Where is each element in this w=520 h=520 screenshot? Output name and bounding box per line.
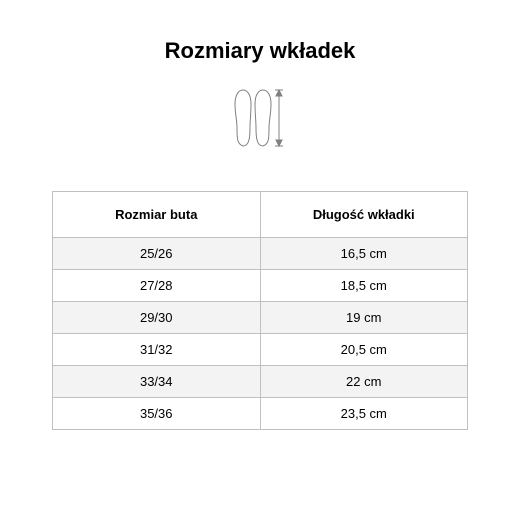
table-header-row: Rozmiar buta Długość wkładki	[53, 192, 468, 238]
cell-size: 27/28	[53, 270, 261, 302]
table-row: 27/28 18,5 cm	[53, 270, 468, 302]
table-row: 33/34 22 cm	[53, 366, 468, 398]
cell-size: 35/36	[53, 398, 261, 430]
cell-length: 22 cm	[260, 366, 468, 398]
size-table: Rozmiar buta Długość wkładki 25/26 16,5 …	[52, 191, 468, 430]
table-row: 25/26 16,5 cm	[53, 238, 468, 270]
cell-length: 19 cm	[260, 302, 468, 334]
table-row: 29/30 19 cm	[53, 302, 468, 334]
cell-length: 16,5 cm	[260, 238, 468, 270]
table-row: 35/36 23,5 cm	[53, 398, 468, 430]
page-title: Rozmiary wkładek	[165, 38, 356, 64]
insole-svg	[231, 84, 289, 152]
cell-length: 23,5 cm	[260, 398, 468, 430]
dimension-line-icon	[275, 90, 283, 146]
table-row: 31/32 20,5 cm	[53, 334, 468, 366]
col-header-size: Rozmiar buta	[53, 192, 261, 238]
cell-length: 18,5 cm	[260, 270, 468, 302]
cell-size: 29/30	[53, 302, 261, 334]
col-header-length: Długość wkładki	[260, 192, 468, 238]
left-insole-icon	[235, 90, 251, 146]
cell-size: 25/26	[53, 238, 261, 270]
insole-diagram	[231, 84, 289, 157]
cell-length: 20,5 cm	[260, 334, 468, 366]
right-insole-icon	[255, 90, 271, 146]
cell-size: 31/32	[53, 334, 261, 366]
cell-size: 33/34	[53, 366, 261, 398]
